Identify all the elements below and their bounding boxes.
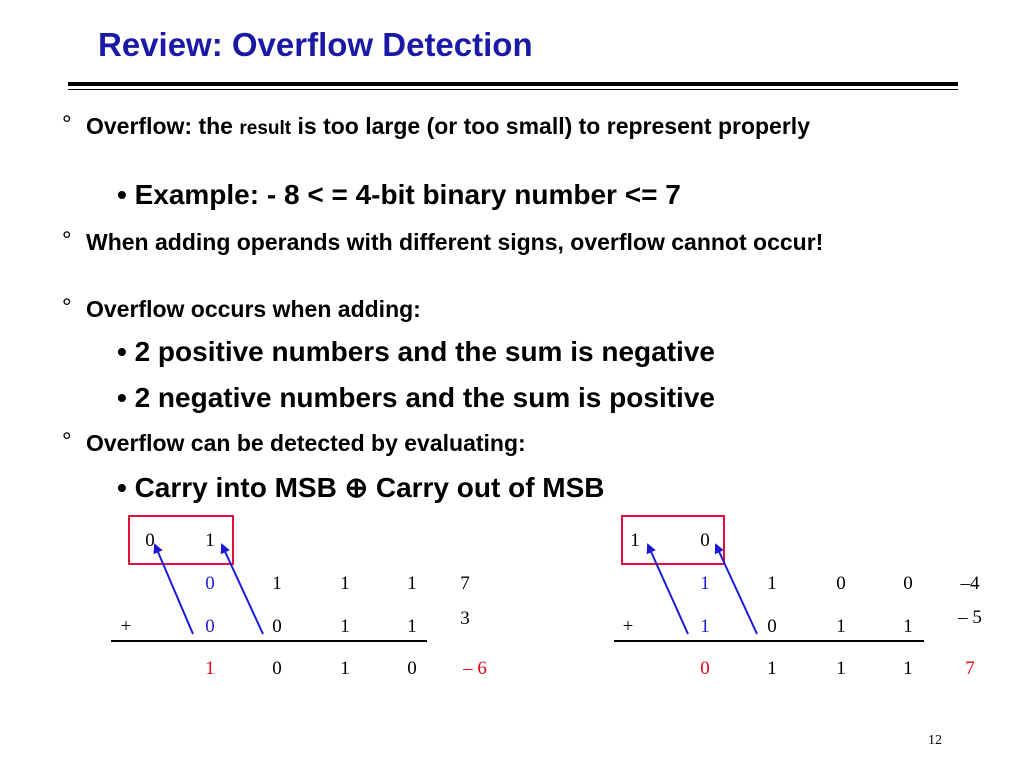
operand-bit: 1 [407,616,417,637]
operand-value: 3 [460,608,470,629]
operand-bit-msb: 0 [205,573,215,594]
bullet-different-signs: ° When adding operands with different si… [62,227,824,255]
title-rule-thin [68,89,958,90]
operand-bit: 1 [340,573,350,594]
slide-title: Review: Overflow Detection [98,26,533,63]
sum-bit: 1 [903,658,913,679]
bullet-marker: ° [62,111,72,138]
result-word: result [239,118,292,139]
operand-value: – 5 [958,607,982,628]
sum-bit: 0 [272,658,282,679]
sum-value: 7 [965,658,975,679]
operand-bit: 1 [903,616,913,637]
carry-bit: 1 [205,530,215,551]
operand-bit: 0 [272,616,282,637]
title-rule [68,82,958,86]
page-number: 12 [928,733,942,748]
carry-bit: 0 [700,530,710,551]
carry-bit: 0 [145,530,155,551]
operand-bit: 0 [836,573,846,594]
plus-sign: + [120,616,132,637]
sum-bit-msb: 0 [700,658,710,679]
sum-bit: 1 [836,658,846,679]
subbullet-negative-numbers: • 2 negative numbers and the sum is posi… [117,382,715,413]
operand-bit: 0 [767,616,777,637]
operand-value: 7 [460,573,470,594]
bullet-overflow-definition: ° Overflow: the result is too large (or … [62,111,810,139]
subbullet-carry-xor: • Carry into MSB ⊕ Carry out of MSB [117,472,605,503]
operand-bit: 1 [836,616,846,637]
operand-bit: 1 [767,573,777,594]
sum-bit: 1 [767,658,777,679]
bullet-marker: ° [62,227,72,254]
bullet-marker: ° [62,428,72,455]
carry-bit: 1 [630,530,640,551]
sum-bit-msb: 1 [205,658,215,679]
operand-bit: 1 [340,616,350,637]
operand-bit-msb: 1 [700,573,710,594]
operand-bit: 1 [272,573,282,594]
operand-bit-msb: 1 [700,616,710,637]
sum-value: – 6 [463,658,487,679]
operand-bit-msb: 0 [205,616,215,637]
operand-bit: 1 [407,573,417,594]
bullet-detection: ° Overflow can be detected by evaluating… [62,428,526,456]
sum-line [614,640,924,642]
bullet-marker: ° [62,294,72,321]
sum-bit: 1 [340,658,350,679]
sum-line [111,640,427,642]
bullet-overflow-occurs: ° Overflow occurs when adding: [62,294,421,322]
sum-bit: 0 [407,658,417,679]
operand-value: –4 [960,573,980,594]
operand-bit: 0 [903,573,913,594]
subbullet-example-range: • Example: - 8 < = 4-bit binary number <… [117,179,681,210]
subbullet-positive-numbers: • 2 positive numbers and the sum is nega… [117,336,715,367]
plus-sign: + [622,616,634,637]
